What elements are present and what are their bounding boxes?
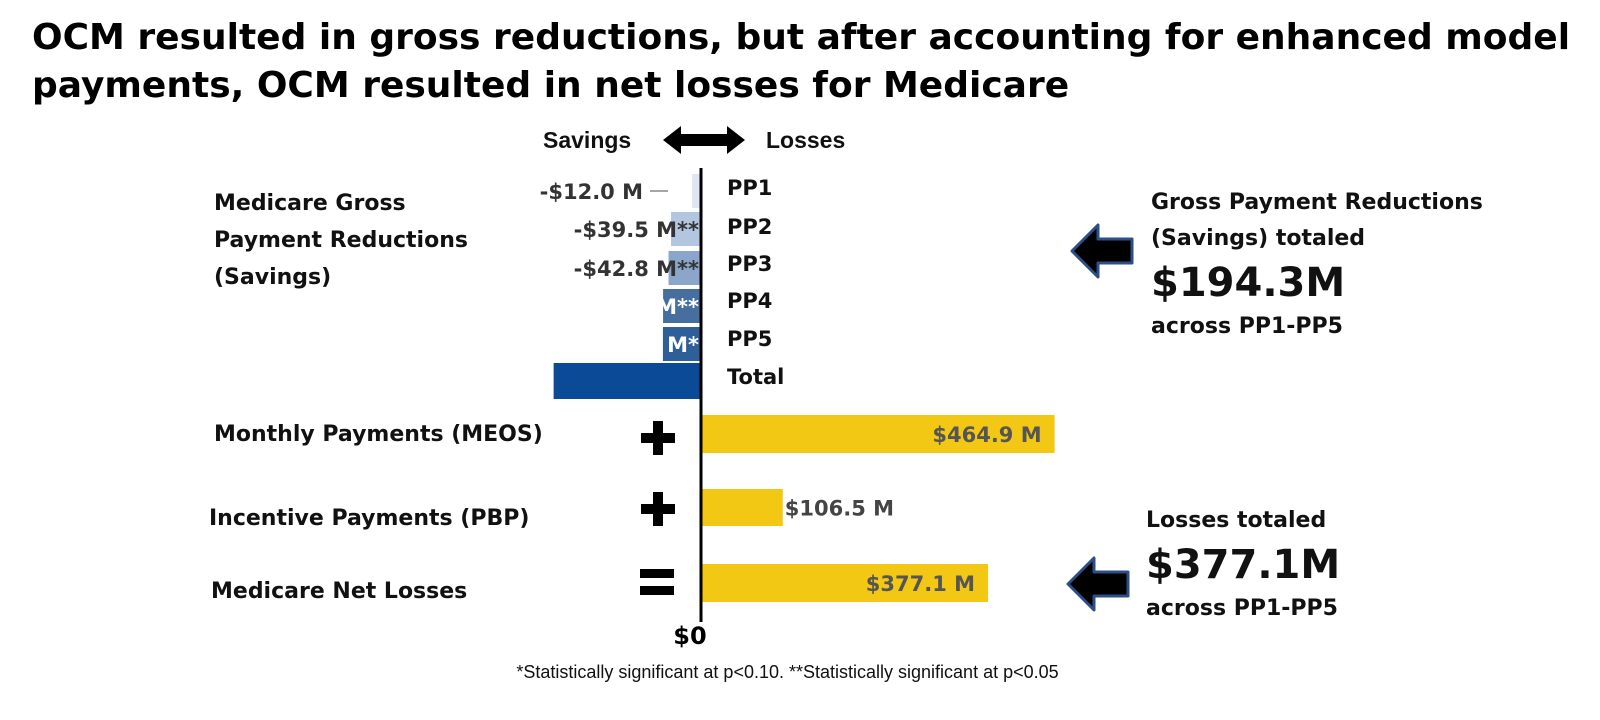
bar-pp2 bbox=[671, 212, 701, 246]
gross-callout-line3: across PP1-PP5 bbox=[1151, 314, 1343, 339]
zero-tick-label: $0 bbox=[673, 622, 706, 650]
bar-pp5 bbox=[662, 327, 701, 361]
category-label-pp5: PP5 bbox=[727, 327, 772, 351]
losses-direction-label: Losses bbox=[766, 127, 846, 153]
losses-callout: Losses totaled $377.1M across PP1-PP5 bbox=[1146, 503, 1340, 627]
bar-pp4 bbox=[663, 289, 701, 323]
data-label-pbp: $106.5 M bbox=[785, 497, 894, 521]
losses-callout-line2: across PP1-PP5 bbox=[1146, 596, 1338, 621]
gross-reductions-label: Medicare Gross Payment Reductions (Savin… bbox=[214, 185, 468, 296]
plus-icon bbox=[641, 421, 675, 455]
category-label-pp1: PP1 bbox=[727, 176, 772, 200]
bar-net bbox=[702, 564, 989, 602]
footnote: *Statistically significant at p<0.10. **… bbox=[516, 662, 1059, 682]
left-arrow-icon bbox=[1070, 223, 1134, 279]
losses-callout-amount: $377.1M bbox=[1146, 542, 1341, 588]
losses-callout-line1: Losses totaled bbox=[1146, 508, 1327, 533]
bar-total bbox=[553, 363, 701, 399]
equals-icon bbox=[640, 569, 674, 595]
double-arrow-icon bbox=[663, 126, 745, 154]
meos-label: Monthly Payments (MEOS) bbox=[214, 422, 543, 447]
bar-pp1 bbox=[691, 174, 701, 208]
bar-meos bbox=[702, 415, 1055, 453]
gross-label-line2: Payment Reductions bbox=[214, 228, 468, 253]
data-label-pp3: -$42.8 M** bbox=[574, 257, 699, 281]
savings-direction-label: Savings bbox=[543, 127, 632, 153]
data-label-pp5: -$50.2 M* bbox=[585, 333, 699, 357]
gross-label-line3: (Savings) bbox=[214, 265, 332, 290]
gross-callout-line2: (Savings) totaled bbox=[1151, 226, 1366, 251]
data-label-pp4: -$50.0 M** bbox=[574, 295, 699, 319]
gross-callout-amount: $194.3M bbox=[1151, 260, 1346, 306]
category-label-pp4: PP4 bbox=[727, 289, 772, 313]
gross-callout-line1: Gross Payment Reductions bbox=[1151, 190, 1483, 215]
data-label-net: $377.1 M bbox=[866, 572, 975, 596]
data-label-pp1: -$12.0 M bbox=[540, 180, 643, 204]
net-losses-label: Medicare Net Losses bbox=[211, 579, 468, 604]
data-label-total: -$194.3 M bbox=[216, 370, 334, 394]
data-label-pp2: -$39.5 M** bbox=[574, 218, 699, 242]
bar-pbp bbox=[702, 489, 783, 526]
pbp-label: Incentive Payments (PBP) bbox=[209, 506, 530, 531]
plus-icon bbox=[641, 492, 675, 526]
gross-callout: Gross Payment Reductions (Savings) total… bbox=[1151, 185, 1483, 345]
category-label-pp3: PP3 bbox=[727, 252, 772, 276]
left-arrow-icon bbox=[1066, 556, 1130, 612]
category-label-total: Total bbox=[727, 365, 784, 389]
gross-label-line1: Medicare Gross bbox=[214, 191, 406, 216]
category-label-pp2: PP2 bbox=[727, 215, 772, 239]
bar-pp3 bbox=[668, 251, 701, 285]
page-title: OCM resulted in gross reductions, but af… bbox=[32, 17, 1571, 106]
data-label-meos: $464.9 M bbox=[932, 423, 1041, 447]
